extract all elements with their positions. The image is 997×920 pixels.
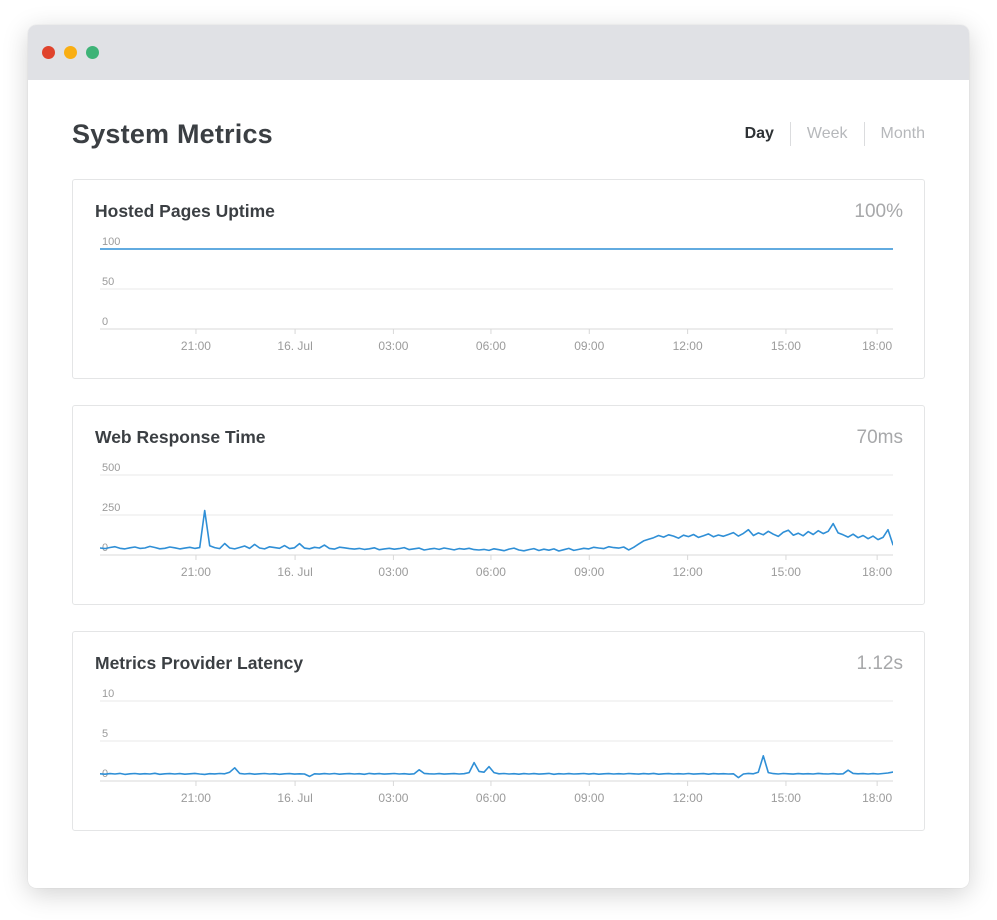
svg-text:03:00: 03:00 <box>378 791 408 805</box>
svg-text:100: 100 <box>102 237 120 248</box>
svg-text:18:00: 18:00 <box>862 565 892 579</box>
uptime-card: Hosted Pages Uptime 100% 100 50 0 21:00 16. … <box>72 179 925 379</box>
svg-text:15:00: 15:00 <box>771 565 801 579</box>
latency-card: Metrics Provider Latency 1.12s 10 5 0 21:00… <box>72 631 925 831</box>
tab-separator <box>863 122 865 146</box>
tab-month[interactable]: Month <box>880 125 925 142</box>
page-title: System Metrics <box>72 118 273 149</box>
chart-title: Hosted Pages Uptime <box>95 201 275 221</box>
app-window: System Metrics Day Week Month Hosted Pag… <box>28 25 969 888</box>
time-range-tabs: Day Week Month <box>745 122 925 146</box>
svg-text:09:00: 09:00 <box>574 791 604 805</box>
svg-text:10: 10 <box>102 689 114 700</box>
svg-text:16. Jul: 16. Jul <box>277 791 312 805</box>
svg-text:250: 250 <box>102 502 120 514</box>
chart-title: Metrics Provider Latency <box>95 653 304 673</box>
page-header: System Metrics Day Week Month <box>72 113 925 155</box>
response-time-card: Web Response Time 70ms 500 250 0 21:00 16. J… <box>72 405 925 605</box>
svg-text:12:00: 12:00 <box>673 565 703 579</box>
tab-separator <box>789 122 791 146</box>
svg-text:06:00: 06:00 <box>476 565 506 579</box>
svg-text:06:00: 06:00 <box>476 791 506 805</box>
svg-text:09:00: 09:00 <box>574 565 604 579</box>
svg-text:16. Jul: 16. Jul <box>277 339 312 353</box>
chart-current-value: 1.12s <box>856 653 903 674</box>
response-time-chart: 500 250 0 21:00 16. Jul 03:00 06:00 09:00 12:00 1… <box>100 463 895 587</box>
svg-text:16. Jul: 16. Jul <box>277 565 312 579</box>
svg-text:15:00: 15:00 <box>771 791 801 805</box>
svg-text:09:00: 09:00 <box>574 339 604 353</box>
chart-title: Web Response Time <box>95 427 266 447</box>
window-titlebar <box>28 25 969 80</box>
zoom-button[interactable] <box>86 46 99 59</box>
uptime-chart: 100 50 0 21:00 16. Jul 03:00 06:00 09:00 12:00 15… <box>100 237 895 361</box>
svg-text:21:00: 21:00 <box>181 565 211 579</box>
svg-text:18:00: 18:00 <box>862 791 892 805</box>
svg-text:12:00: 12:00 <box>673 791 703 805</box>
svg-text:21:00: 21:00 <box>181 791 211 805</box>
chart-current-value: 100% <box>854 201 903 222</box>
tab-week[interactable]: Week <box>806 125 848 142</box>
svg-text:18:00: 18:00 <box>862 339 892 353</box>
svg-text:21:00: 21:00 <box>181 339 211 353</box>
svg-text:500: 500 <box>102 463 120 474</box>
svg-text:5: 5 <box>102 728 108 740</box>
close-button[interactable] <box>42 46 55 59</box>
svg-text:06:00: 06:00 <box>476 339 506 353</box>
svg-text:0: 0 <box>102 316 108 328</box>
latency-chart: 10 5 0 21:00 16. Jul 03:00 06:00 09:00 12:00 15:0… <box>100 689 895 813</box>
page-content: System Metrics Day Week Month Hosted Pag… <box>28 113 969 831</box>
minimize-button[interactable] <box>64 46 77 59</box>
svg-text:03:00: 03:00 <box>378 565 408 579</box>
svg-text:12:00: 12:00 <box>673 339 703 353</box>
card-header: Hosted Pages Uptime 100% <box>73 180 924 223</box>
tab-day[interactable]: Day <box>744 125 774 142</box>
svg-text:03:00: 03:00 <box>378 339 408 353</box>
chart-current-value: 70ms <box>856 427 903 448</box>
svg-text:50: 50 <box>102 276 114 288</box>
card-header: Metrics Provider Latency 1.12s <box>73 632 924 675</box>
svg-text:15:00: 15:00 <box>771 339 801 353</box>
card-header: Web Response Time 70ms <box>73 406 924 449</box>
